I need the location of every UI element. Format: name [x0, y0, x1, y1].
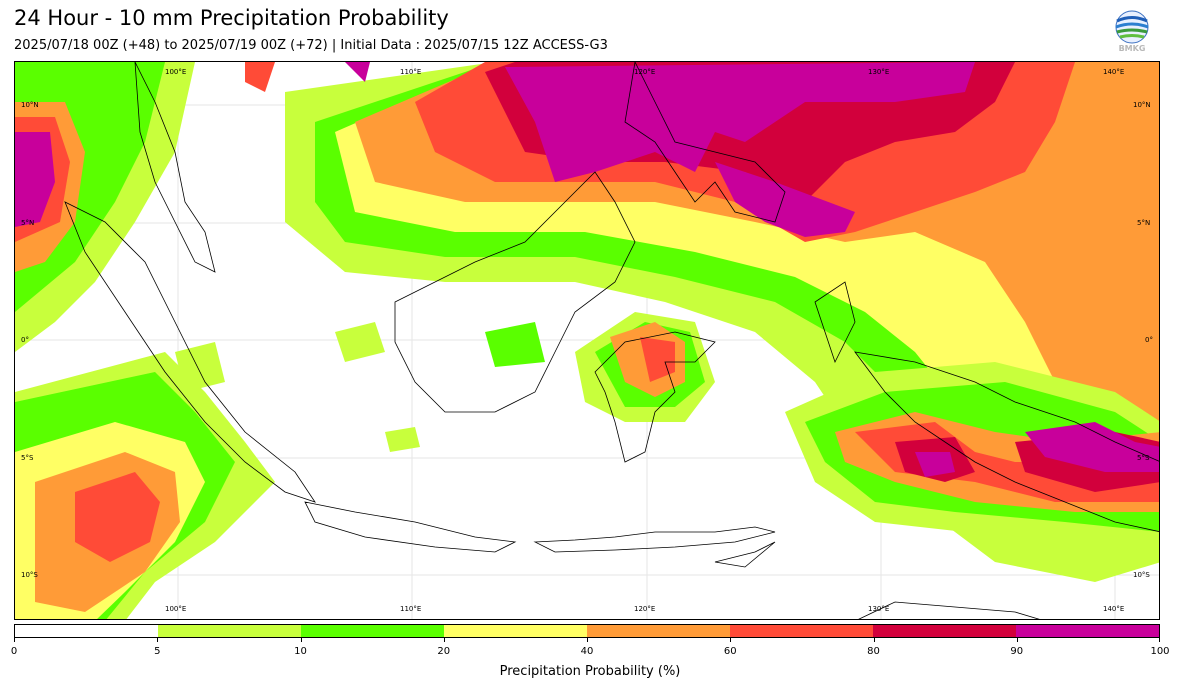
- colorbar-tick-mark: [1016, 638, 1018, 642]
- lat-label-left: 0°: [21, 336, 29, 344]
- colorbar-tick-label: 0: [10, 646, 18, 657]
- coast-borneo: [394, 171, 636, 413]
- colorbar-tick-mark: [14, 638, 15, 642]
- coast-australia: [858, 601, 1040, 619]
- coast-java: [304, 501, 517, 553]
- colorbar-segment: [1016, 625, 1159, 637]
- chart-subtitle: 2025/07/18 00Z (+48) to 2025/07/19 00Z (…: [14, 38, 608, 53]
- field-sw-60: [75, 472, 160, 562]
- lat-label-right: 5°S: [1137, 454, 1150, 462]
- coast-timor: [714, 541, 776, 568]
- colorbar-tick-mark: [873, 638, 875, 642]
- lon-label-bottom: 140°E: [1103, 605, 1125, 613]
- field-nw-90: [15, 132, 55, 227]
- colorbar-tick-mark: [443, 638, 445, 642]
- lat-label-left: 10°S: [21, 571, 38, 579]
- colorbar-tick-mark: [587, 638, 588, 642]
- coast-malay-peninsula: [134, 62, 216, 273]
- colorbar-tick-label: 20: [437, 646, 451, 657]
- colorbar-tick-mark: [1159, 638, 1160, 642]
- lon-label-bottom: 130°E: [868, 605, 890, 613]
- lat-label-right: 5°N: [1137, 219, 1151, 227]
- lon-label-bottom: 120°E: [634, 605, 656, 613]
- coast-lesser-sunda: [533, 526, 776, 553]
- field-ne-90: [505, 62, 975, 182]
- lat-label-right: 10°N: [1133, 101, 1151, 109]
- field-top-60: [245, 62, 275, 92]
- field-patch-1: [335, 322, 385, 362]
- lon-label-top: 110°E: [400, 68, 422, 76]
- colorbar-segment: [873, 625, 1016, 637]
- coast-halmahera: [814, 281, 856, 364]
- field-se-90: [915, 422, 1159, 477]
- lat-label-right: 10°S: [1133, 571, 1150, 579]
- colorbar-tick-mark: [730, 638, 732, 642]
- colorbar-tick-label: 60: [723, 646, 737, 657]
- colorbar: [14, 624, 1160, 638]
- lon-label-top: 130°E: [868, 68, 890, 76]
- colorbar-segment: [158, 625, 301, 637]
- field-patch-4: [385, 427, 420, 452]
- chart-title: 24 Hour - 10 mm Precipitation Probabilit…: [14, 6, 449, 30]
- lon-label-top: 140°E: [1103, 68, 1125, 76]
- lon-label-top: 100°E: [165, 68, 187, 76]
- logo-text: BMKG: [1118, 44, 1146, 53]
- coast-sulawesi: [594, 331, 716, 463]
- colorbar-tick-label: 80: [867, 646, 880, 657]
- lon-label-top: 120°E: [634, 68, 656, 76]
- coast-new-guinea: [854, 351, 1159, 532]
- colorbar-segment: [587, 625, 730, 637]
- colorbar-tick-label: 90: [1010, 646, 1024, 657]
- lat-label-left: 5°N: [21, 219, 35, 227]
- colorbar-tick-mark: [300, 638, 302, 642]
- lat-label-left: 10°N: [21, 101, 39, 109]
- lon-label-bottom: 110°E: [400, 605, 422, 613]
- colorbar-tick-label: 10: [294, 646, 307, 657]
- map-canvas: [15, 62, 1159, 619]
- lon-label-bottom: 100°E: [165, 605, 187, 613]
- precipitation-map: 100°E 110°E 120°E 130°E 140°E 100°E 110°…: [14, 61, 1160, 620]
- colorbar-title: Precipitation Probability (%): [499, 664, 681, 679]
- colorbar-segment: [730, 625, 873, 637]
- colorbar-tick-label: 40: [580, 646, 594, 657]
- colorbar-segment: [301, 625, 444, 637]
- field-central-60: [640, 337, 675, 382]
- field-patch-3: [175, 342, 225, 392]
- coast-sumatra: [64, 201, 316, 503]
- colorbar-segment: [15, 625, 158, 637]
- colorbar-tick-label: 5: [154, 646, 161, 657]
- bmkg-logo-icon: BMKG: [1112, 10, 1152, 56]
- colorbar-tick-label: 100: [1150, 646, 1170, 657]
- colorbar-tick-mark: [157, 638, 159, 642]
- field-top-90: [345, 62, 370, 82]
- field-patch-2: [485, 322, 545, 367]
- colorbar-segment: [444, 625, 587, 637]
- field-sulawesi-sea-90: [715, 162, 855, 237]
- lat-label-right: 0°: [1145, 336, 1153, 344]
- lat-label-left: 5°S: [21, 454, 34, 462]
- coast-philippines: [624, 62, 786, 223]
